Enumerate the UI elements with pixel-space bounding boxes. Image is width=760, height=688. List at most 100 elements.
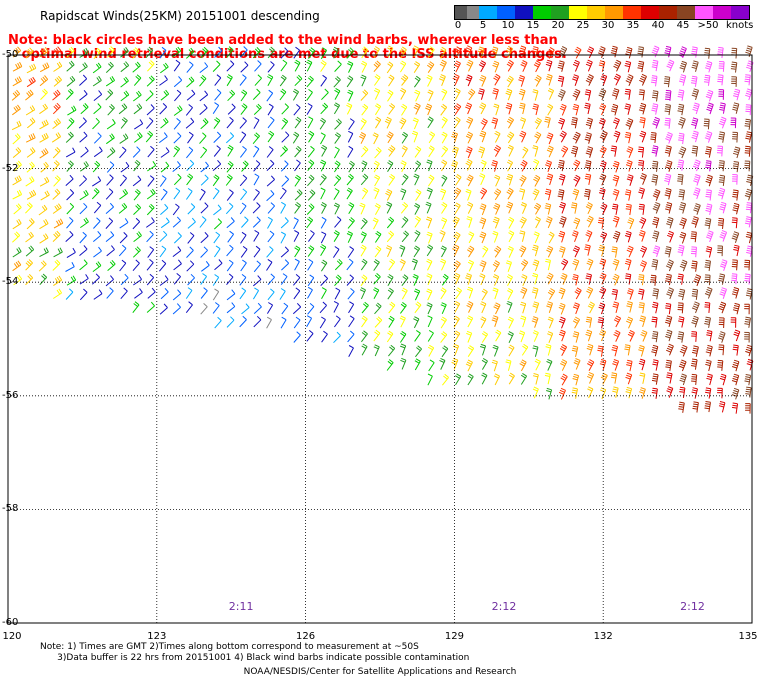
wind-barb: [427, 344, 435, 357]
wind-barb: [399, 117, 407, 130]
wind-barb: [522, 146, 529, 159]
wind-barb: [599, 146, 607, 158]
wind-barb: [731, 402, 739, 414]
wind-barb: [39, 273, 48, 286]
wind-barb: [79, 74, 88, 86]
wind-barb: [307, 116, 314, 129]
wind-barb: [267, 130, 275, 143]
wind-barb: [307, 258, 314, 271]
wind-barb: [679, 217, 687, 230]
wind-barb: [480, 316, 487, 329]
wind-barb: [558, 230, 566, 243]
wind-barb: [731, 259, 738, 271]
wind-barb: [213, 131, 222, 143]
wind-barb: [626, 146, 634, 158]
wind-barb: [651, 344, 659, 357]
wind-barb: [533, 202, 542, 215]
wind-barb: [361, 60, 368, 73]
wind-barb: [133, 189, 141, 201]
wind-barb: [308, 130, 315, 143]
wind-barb: [239, 274, 247, 286]
wind-barb: [440, 245, 447, 258]
wind-barb: [388, 315, 395, 328]
wind-barb: [693, 203, 701, 215]
wind-barb: [413, 102, 421, 115]
wind-barb: [400, 357, 407, 370]
wind-barb: [159, 175, 167, 187]
legend-label: 15: [526, 20, 540, 31]
wind-barb: [467, 259, 475, 272]
wind-barb: [40, 161, 49, 173]
wind-barb: [159, 46, 167, 59]
wind-barb: [132, 146, 141, 158]
wind-barb: [360, 217, 368, 230]
wind-barb: [716, 145, 723, 157]
wind-barb: [508, 344, 515, 357]
wind-barb: [160, 161, 170, 173]
wind-barb: [677, 159, 685, 171]
wind-barb: [468, 231, 475, 244]
wind-barb: [106, 118, 116, 130]
wind-barb: [293, 217, 299, 230]
wind-barb: [465, 102, 473, 115]
legend-label: 40: [651, 20, 665, 31]
wind-barb: [65, 230, 74, 242]
wind-barb: [361, 301, 369, 314]
wind-barb: [453, 60, 461, 73]
wind-barb: [744, 331, 750, 343]
wind-barb: [160, 203, 169, 215]
wind-barb: [347, 217, 355, 229]
wind-barb: [226, 189, 234, 201]
wind-barb: [705, 344, 713, 357]
wind-barb: [12, 231, 21, 243]
wind-barb: [719, 229, 728, 242]
wind-barb: [612, 203, 619, 215]
wind-barb: [666, 386, 674, 398]
wind-barb: [401, 145, 408, 158]
wind-barb: [585, 117, 593, 130]
wind-barb: [585, 59, 593, 72]
wind-barb: [745, 344, 753, 357]
wind-barb: [557, 75, 565, 88]
wind-barb: [744, 259, 751, 271]
wind-barb: [427, 116, 434, 129]
wind-barb: [546, 387, 553, 400]
wind-barb: [465, 146, 473, 159]
wind-barb: [611, 288, 618, 301]
wind-barb: [294, 145, 302, 158]
wind-barb: [39, 219, 49, 230]
wind-barb: [492, 260, 500, 272]
wind-barb: [200, 174, 209, 186]
wind-barb: [414, 203, 421, 215]
wind-barb: [133, 132, 143, 143]
wind-barb: [465, 131, 474, 144]
wind-barb: [91, 187, 100, 200]
wind-barb: [26, 117, 36, 129]
wind-barb: [384, 116, 392, 129]
wind-barb: [226, 46, 234, 58]
wind-barb: [93, 103, 102, 115]
wind-barb: [348, 301, 355, 314]
wind-barb: [294, 258, 300, 271]
wind-barb: [652, 216, 660, 229]
wind-barb: [147, 161, 157, 172]
wind-barb: [717, 359, 724, 371]
wind-barb: [173, 59, 181, 72]
wind-barb: [559, 344, 568, 356]
wind-barb: [319, 117, 327, 130]
wind-barb: [307, 303, 315, 315]
wind-barb: [546, 145, 554, 158]
wind-barb: [426, 231, 433, 244]
wind-barb: [519, 245, 527, 258]
wind-barb: [452, 343, 460, 356]
wind-barb: [651, 387, 658, 399]
wind-barb: [294, 189, 303, 201]
wind-barb: [650, 132, 657, 144]
wind-barb: [79, 47, 89, 58]
wind-barb: [454, 88, 461, 101]
longitude-label: 135: [738, 631, 758, 642]
wind-barb: [51, 132, 62, 143]
wind-barb: [146, 104, 155, 116]
wind-barb: [80, 103, 89, 115]
